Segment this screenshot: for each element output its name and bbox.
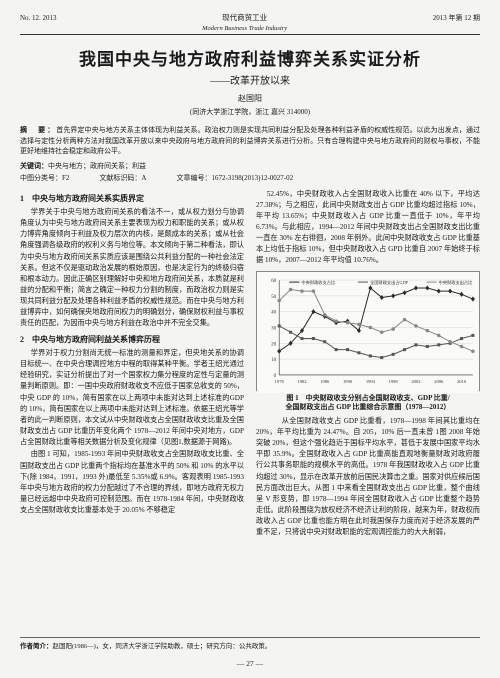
section-2-para-2: 由图 1 可知，1985-1993 年间中央财政收支占全国财政收支比重、全国财政… (20, 449, 244, 516)
keywords-text: 中央与地方；政府间关系；利益 (48, 162, 146, 170)
svg-text:中央财政支出占比: 中央财政支出占比 (439, 279, 473, 286)
figure-1: 0102030405060197819821986199019941998200… (256, 271, 480, 412)
svg-text:1978: 1978 (275, 379, 285, 384)
section-2-para-1: 学界对于权力分割尚无统一标准的测量和界定，但央地关系的协调目标统一、在中央合理调… (20, 348, 244, 448)
body-columns: 1 中央与地方政府间关系实质界定 学界关于中央与地方政府间关系的看法不一，或从权… (20, 189, 480, 539)
page-header: No. 12. 2013 现代商贸工业 Modern Business Trad… (20, 12, 480, 35)
svg-text:2002: 2002 (411, 379, 421, 384)
svg-text:中央财政收支占比: 中央财政收支占比 (301, 279, 335, 286)
article-title: 我国中央与地方政府利益博弈关系实证分析 (20, 45, 480, 70)
svg-text:1998: 1998 (389, 379, 399, 384)
svg-text:60: 60 (271, 278, 277, 284)
classification-line: 中图分类号：F2 文献标识码：A 文章编号：1672-3198(2013)12-… (20, 173, 480, 183)
doc-code-value: A (141, 174, 146, 182)
article-subtitle: ——改革开放以来 (20, 72, 480, 87)
line-chart: 0102030405060197819821986199019941998200… (256, 271, 480, 391)
author-affiliation: (同济大学浙江学院，浙江 嘉兴 314000) (20, 107, 480, 117)
issue-date: 2013 年第 12 期 (433, 13, 480, 23)
abstract-text: 首先界定中央与地方关系主体体现为利益关系。政治权力则是实现共同利益分配及处理各种… (20, 126, 480, 155)
section-1-title: 1 中央与地方政府间关系实质界定 (20, 193, 244, 205)
article-id-value: 1672-3198(2013)12-0027-02 (211, 174, 293, 182)
svg-text:1994: 1994 (366, 379, 376, 384)
clc-label: 中图分类号： (20, 174, 62, 182)
svg-text:50: 50 (271, 293, 277, 299)
journal-name: 现代商贸工业 Modern Business Trade Industry (202, 12, 287, 32)
svg-text:1986: 1986 (320, 379, 330, 384)
section-1-para-1: 学界关于中央与地方政府间关系的看法不一，或从权力划分与协调角度认为中央与地方政府… (20, 207, 244, 330)
abstract-block: 摘 要：首先界定中央与地方关系主体体现为利益关系。政治权力则是实现共同利益分配及… (20, 125, 480, 157)
section-2-title: 2 中央与地方政府间利益关系博弈历程 (20, 334, 244, 346)
article-id-label: 文章编号： (176, 174, 211, 182)
footer-text: 赵国阳(1986—)，女，同济大学浙江学院助教，硕士；研究方向：公共政策。 (53, 643, 272, 650)
abstract-label: 摘 要： (20, 126, 56, 134)
svg-text:2006: 2006 (434, 379, 444, 384)
right-col-para-2: 从全国财政收支占 GDP 比重看，1978—1998 年间其比重均在 20%，年… (256, 416, 480, 539)
svg-text:2010: 2010 (457, 379, 467, 384)
svg-text:1990: 1990 (343, 379, 353, 384)
issue-number: No. 12. 2013 (20, 14, 57, 22)
svg-text:20: 20 (271, 341, 277, 347)
clc-value: F2 (62, 174, 69, 182)
svg-text:40: 40 (271, 309, 277, 315)
chart-svg: 0102030405060197819821986199019941998200… (257, 272, 479, 393)
figure-1-caption: 图 1 中央财政收支分别占全国财政收支、GDP 比重/ 全国财政支出占 GDP … (256, 394, 480, 412)
svg-text:10: 10 (271, 357, 277, 363)
author-name: 赵国阳 (20, 93, 480, 104)
right-col-para-1: 52.45%，中央财政收入占全国财政收入比重在 40% 以下，平均达 27.38… (256, 189, 480, 267)
author-bio: 作者简介：赵国阳(1986—)，女，同济大学浙江学院助教，硕士；研究方向：公共政… (20, 637, 480, 650)
footer-label: 作者简介： (20, 643, 53, 650)
svg-text:1982: 1982 (297, 379, 307, 384)
doc-code-label: 文献标识码： (99, 174, 141, 182)
keywords-label: 关键词： (20, 162, 48, 170)
page-number: — 27 — (0, 659, 500, 668)
svg-text:全国财政支出占GDP: 全国财政支出占GDP (370, 279, 409, 286)
keywords-block: 关键词：中央与地方；政府间关系；利益 (20, 161, 480, 171)
svg-text:30: 30 (271, 325, 277, 331)
